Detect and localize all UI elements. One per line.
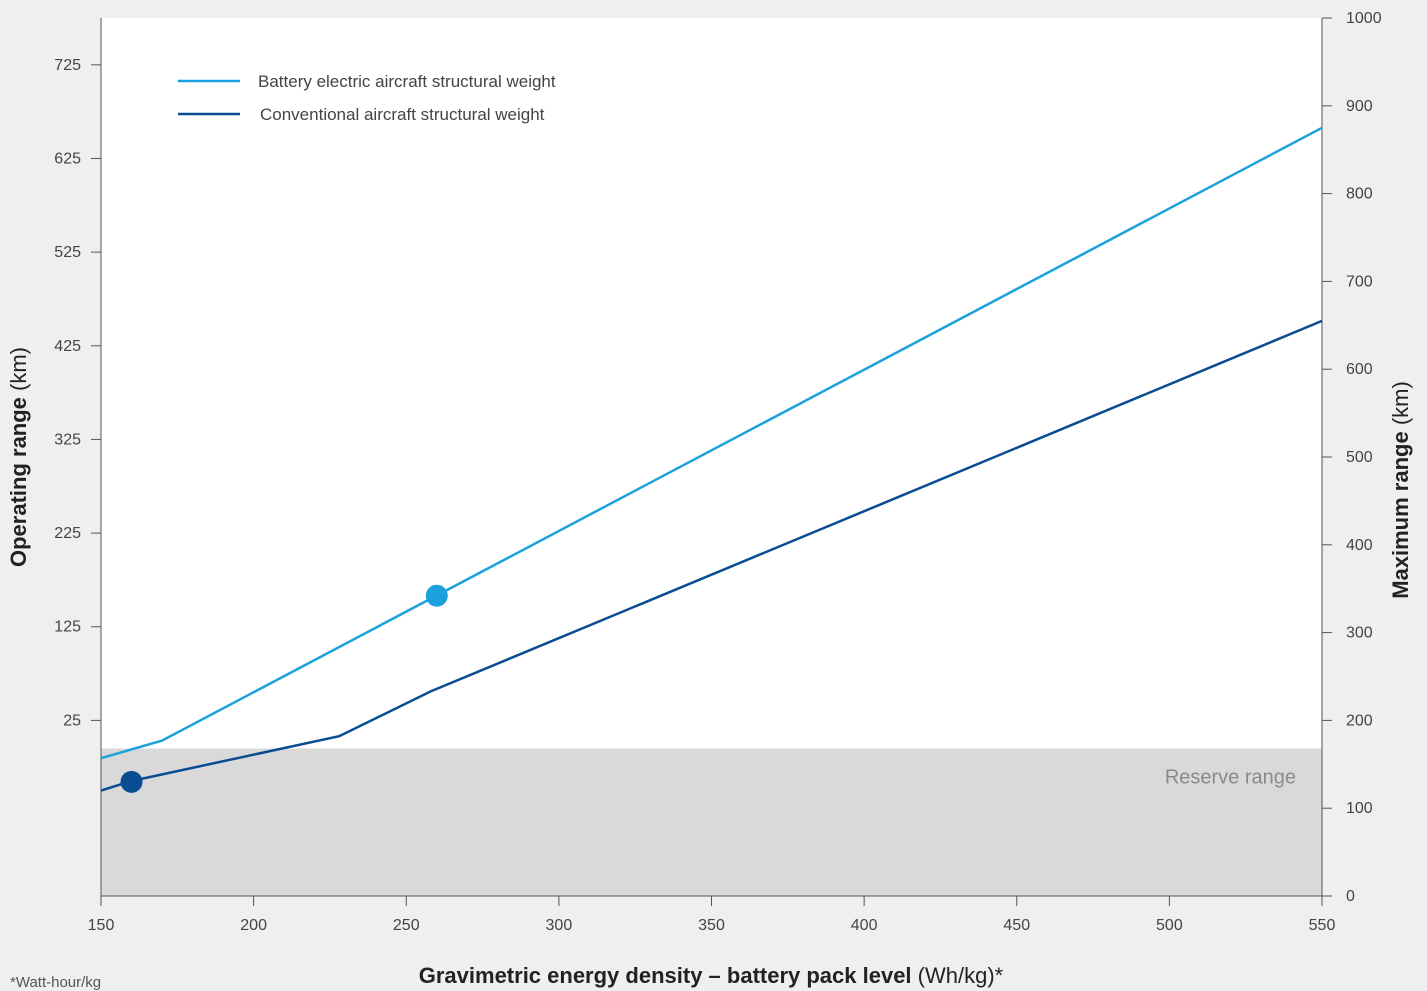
- y-right-tick-label: 600: [1346, 361, 1373, 378]
- y-right-tick-label: 100: [1346, 800, 1373, 817]
- footnote: *Watt-hour/kg: [10, 974, 102, 991]
- x-axis-title: Gravimetric energy density – battery pac…: [419, 963, 1004, 988]
- x-tick-label: 300: [546, 917, 573, 934]
- conventional-marker: [120, 770, 143, 793]
- y-right-tick-label: 800: [1346, 186, 1373, 203]
- x-tick-label: 400: [851, 917, 878, 934]
- x-tick-label: 250: [393, 917, 420, 934]
- y-right-tick-label: 500: [1346, 449, 1373, 466]
- y-right-tick-label: 700: [1346, 273, 1373, 290]
- x-tick-label: 550: [1309, 917, 1336, 934]
- y-right-tick-label: 200: [1346, 712, 1373, 729]
- y-left-tick-label: 125: [54, 619, 81, 636]
- y-right-tick-label: 400: [1346, 537, 1373, 554]
- y-right-tick-label: 1000: [1346, 10, 1382, 27]
- y-right-axis-title: Maximum range (km): [1388, 381, 1413, 599]
- y-right-tick-label: 900: [1346, 98, 1373, 115]
- x-tick-label: 500: [1156, 917, 1183, 934]
- x-tick-label: 200: [240, 917, 267, 934]
- y-left-tick-label: 25: [63, 712, 81, 729]
- legend-label: Battery electric aircraft structural wei…: [258, 72, 556, 91]
- y-left-tick-label: 625: [54, 150, 81, 167]
- y-left-tick-label: 325: [54, 431, 81, 448]
- y-right-tick-label: 0: [1346, 888, 1355, 905]
- y-left-tick-label: 525: [54, 244, 81, 261]
- x-tick-label: 350: [698, 917, 725, 934]
- y-right-tick-label: 300: [1346, 625, 1373, 642]
- y-left-tick-label: 225: [54, 525, 81, 542]
- legend-label: Conventional aircraft structural weight: [260, 105, 545, 124]
- y-left-tick-label: 425: [54, 338, 81, 355]
- y-left-axis-title: Operating range (km): [6, 347, 31, 567]
- x-tick-label: 450: [1003, 917, 1030, 934]
- reserve-range-band: [101, 748, 1322, 896]
- y-left-tick-label: 725: [54, 57, 81, 74]
- reserve-range-label: Reserve range: [1165, 766, 1296, 788]
- battery-electric-series-line: [100, 126, 1323, 760]
- x-tick-label: 150: [88, 917, 115, 934]
- battery-electric-marker: [425, 584, 448, 607]
